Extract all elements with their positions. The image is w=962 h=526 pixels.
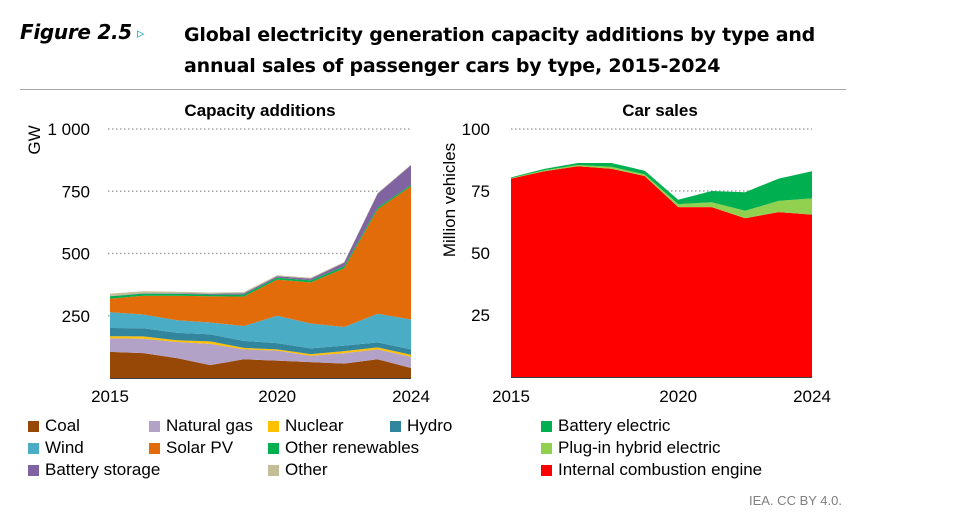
x-tick-label: 2020 (258, 387, 296, 406)
legend-label: Coal (45, 416, 80, 435)
legend-swatch (149, 442, 160, 454)
area-coal (110, 351, 411, 378)
y-tick-label: 75 (471, 182, 490, 201)
area-battery-electric (511, 163, 812, 211)
x-tick-label: 2024 (793, 387, 831, 406)
legend-label: Natural gas (166, 416, 253, 435)
chart-title: Car sales (622, 101, 698, 120)
legend-item-natural-gas: Natural gas (149, 416, 253, 436)
y-tick-label: 1 000 (47, 120, 90, 139)
legend-swatch (268, 420, 279, 432)
x-tick-label: 2015 (91, 387, 129, 406)
area-wind (110, 312, 411, 350)
legend-item-wind: Wind (28, 438, 84, 458)
legend-label: Nuclear (285, 416, 344, 435)
legend-item-other: Other (268, 460, 328, 480)
legend-swatch (268, 442, 279, 454)
legend-swatch (28, 464, 39, 476)
area-nuclear (110, 336, 411, 357)
y-tick-label: 100 (462, 120, 490, 139)
y-tick-label: 750 (62, 182, 90, 201)
area-internal-combustion-engine (511, 166, 812, 377)
legend-label: Hydro (407, 416, 453, 435)
legend-label: Internal combustion engine (558, 460, 763, 479)
legend-item-battery-storage: Battery storage (28, 460, 160, 480)
x-tick-label: 2020 (659, 387, 697, 406)
credit-text: IEA. CC BY 4.0. (749, 493, 842, 508)
legend-item-battery-electric: Battery electric (541, 416, 670, 436)
legend-swatch (541, 420, 552, 432)
legend-item-hydro: Hydro (390, 416, 452, 436)
legend-label: Other renewables (285, 438, 420, 457)
legend-label: Battery storage (45, 460, 161, 479)
figure-label: Figure 2.5 (20, 20, 132, 44)
legend-item-other-renewables: Other renewables (268, 438, 419, 458)
x-tick-label: 2024 (392, 387, 430, 406)
legend-item-plug-in-hybrid-electric: Plug-in hybrid electric (541, 438, 721, 458)
legend-label: Other (285, 460, 328, 479)
car-sales-chart: 25 50 75 100 2015 2020 2024 Car sales Million ve… (440, 101, 831, 406)
y-tick-label: 250 (62, 307, 90, 326)
y-tick-label: 500 (62, 245, 90, 264)
legend-item-nuclear: Nuclear (268, 416, 344, 436)
legend-swatch (268, 464, 279, 476)
legend-item-coal: Coal (28, 416, 80, 436)
arrow-icon: ▹ (137, 25, 145, 42)
legend-swatch (28, 420, 39, 432)
legend-swatch (28, 442, 39, 454)
legend-label: Plug-in hybrid electric (558, 438, 721, 457)
area-solar-pv (110, 186, 411, 327)
y-tick-label: 50 (471, 244, 490, 263)
area-hydro (110, 328, 411, 355)
figure-title: Global electricity generation capacity a… (184, 24, 816, 77)
y-tick-label: 25 (471, 306, 490, 325)
legend-swatch (541, 442, 552, 454)
x-tick-label: 2015 (492, 387, 530, 406)
capacity-chart: 250 500 750 1 000 2015 2020 2024 Capacity addit… (25, 101, 430, 406)
y-axis-label: GW (25, 125, 44, 154)
legend-label: Battery electric (558, 416, 671, 435)
area-other-renewables (110, 185, 411, 299)
legend-label: Solar PV (166, 438, 234, 457)
y-axis-label: Million vehicles (440, 143, 459, 257)
legend-swatch (390, 420, 401, 432)
legend-item-solar-pv: Solar PV (149, 438, 233, 458)
legend-item-internal-combustion-engine: Internal combustion engine (541, 460, 762, 480)
area-natural-gas (110, 338, 411, 368)
legend-swatch (149, 420, 160, 432)
header-divider (20, 89, 846, 90)
legend-swatch (541, 464, 552, 476)
chart-title: Capacity additions (184, 101, 335, 120)
legend-label: Wind (45, 438, 84, 457)
